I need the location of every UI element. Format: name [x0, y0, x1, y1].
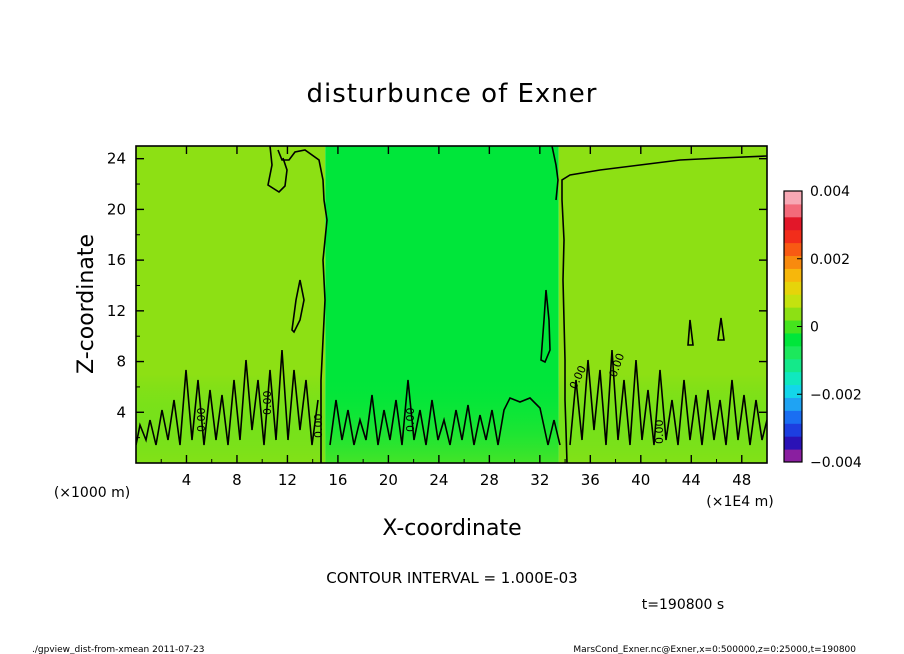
x-tick-label: 8 — [232, 471, 242, 489]
x-tick-label: 4 — [182, 471, 192, 489]
x-tick-label: 24 — [429, 471, 448, 489]
colorbar-segment — [784, 436, 802, 450]
colorbar-segment — [784, 229, 802, 244]
contour-plume-right2 — [687, 319, 694, 346]
y-tick-label: 8 — [116, 353, 126, 371]
plot-frame — [135, 145, 768, 464]
colorbar-tick-label: −0.002 — [810, 387, 862, 403]
contour-surface-mid — [329, 379, 561, 446]
colorbar-segment — [784, 268, 802, 282]
colorbar-segment — [784, 294, 802, 308]
y-axis-unit: (×1000 m) — [54, 485, 130, 501]
contour-label: 0.00 — [195, 408, 208, 433]
x-tick-label: 36 — [581, 471, 600, 489]
y-tick-label: 16 — [107, 251, 126, 269]
colorbar-tick-label: 0.002 — [810, 252, 850, 268]
colorbar-segment — [784, 345, 802, 360]
colorbar-segment — [784, 449, 802, 463]
y-tick-label: 20 — [107, 200, 126, 218]
x-axis: 4 8 12 16 20 24 28 32 36 40 44 48 — [160, 146, 751, 489]
colorbar-segment — [784, 397, 802, 411]
x-axis-unit: (×1E4 m) — [706, 494, 773, 510]
colorbar: 0.004 0.002 0 −0.002 −0.004 — [783, 184, 862, 471]
contour-zero-left-boundary — [277, 149, 328, 463]
colorbar-tick-label: −0.004 — [810, 455, 862, 471]
x-tick-label: 16 — [328, 471, 347, 489]
x-tick-label: 20 — [379, 471, 398, 489]
chart-title: disturbunce of Exner — [307, 79, 598, 109]
footer-left: ./gpview_dist-from-xmean 2011-07-23 — [32, 645, 204, 654]
contour-lines — [136, 146, 767, 463]
x-axis-label: X-coordinate — [382, 516, 521, 541]
colorbar-tick-label: 0.004 — [810, 184, 850, 200]
contour-zero-right-boundary — [561, 155, 767, 463]
contour-right-upper — [551, 146, 559, 201]
y-tick-label: 24 — [107, 150, 126, 168]
x-tick-label: 48 — [732, 471, 751, 489]
x-tick-label: 28 — [480, 471, 499, 489]
colorbar-segment — [784, 358, 802, 373]
colorbar-segment — [784, 307, 802, 321]
colorbar-segment — [784, 281, 802, 295]
colorbar-segment — [784, 423, 802, 437]
time-label: t=190800 s — [642, 597, 724, 613]
colorbar-segment — [784, 216, 802, 231]
contour-label: 0.00 — [312, 414, 325, 439]
colorbar-segment — [784, 255, 802, 269]
colorbar-segment — [784, 384, 802, 398]
x-tick-label: 40 — [631, 471, 650, 489]
contour-label: 0.00 — [404, 408, 417, 433]
y-axis-label: Z-coordinate — [74, 234, 99, 374]
colorbar-segment — [784, 371, 802, 386]
y-tick-label: 12 — [107, 302, 126, 320]
y-tick-label: 4 — [116, 403, 126, 421]
colorbar-segment — [784, 191, 802, 205]
y-axis: 4 8 12 16 20 24 — [107, 150, 767, 439]
contour-plume-left — [291, 279, 305, 334]
contour-surface-left — [136, 349, 319, 446]
footer-right: MarsCond_Exner.nc@Exner,x=0:500000,z=0:2… — [573, 645, 856, 654]
contour-plume-right — [540, 289, 551, 364]
x-tick-label: 12 — [278, 471, 297, 489]
contour-label: 0.00 — [653, 420, 666, 445]
colorbar-segment — [784, 203, 802, 218]
colorbar-tick-label: 0 — [810, 320, 819, 336]
x-tick-label: 32 — [530, 471, 549, 489]
contour-interval-text: CONTOUR INTERVAL = 1.000E-03 — [326, 569, 577, 587]
x-tick-label: 44 — [682, 471, 701, 489]
colorbar-segment — [784, 410, 802, 424]
contour-left-upper — [267, 146, 288, 194]
contour-label: 0.00 — [261, 391, 274, 416]
colorbar-segment — [784, 332, 802, 347]
contour-plume-right3 — [717, 317, 725, 341]
contour-surface-right — [569, 349, 767, 446]
colorbar-segment — [784, 242, 802, 257]
colorbar-segment — [784, 320, 802, 334]
